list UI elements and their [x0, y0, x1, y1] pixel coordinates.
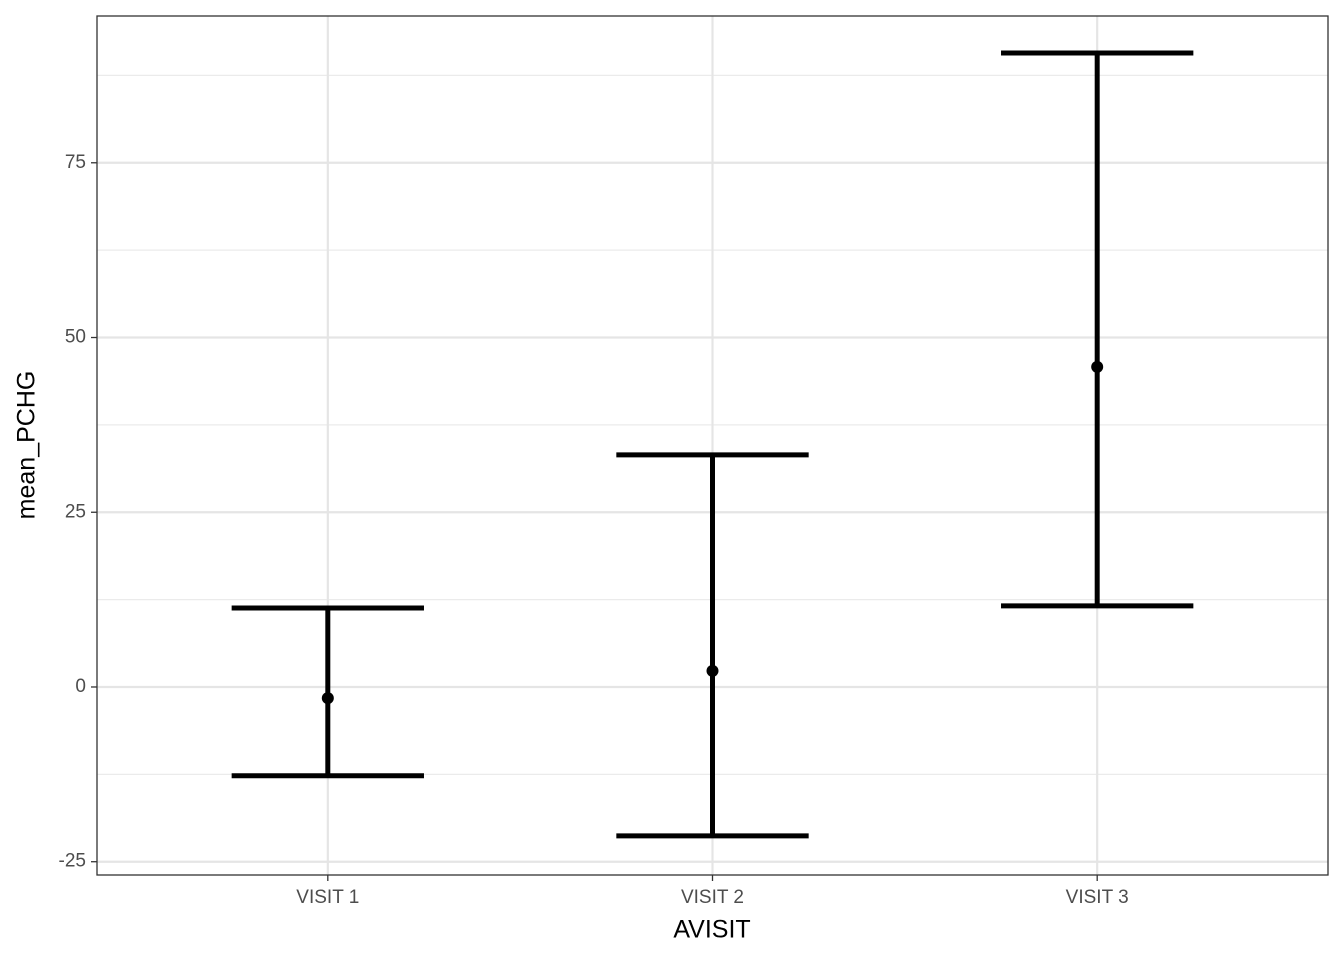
- mean-point: [1091, 360, 1104, 373]
- mean-point: [321, 692, 334, 705]
- mean-point: [706, 664, 719, 677]
- x-tick-label: VISIT 3: [1066, 887, 1129, 908]
- x-axis-title: AVISIT: [673, 916, 750, 944]
- y-tick-label: 50: [65, 327, 86, 348]
- y-axis-title: mean_PCHG: [13, 371, 41, 520]
- x-tick-label: VISIT 2: [681, 887, 744, 908]
- y-tick-label: 75: [65, 152, 86, 173]
- y-tick-label: 25: [65, 501, 86, 522]
- y-tick-label: 0: [75, 676, 86, 697]
- marks: [231, 50, 1194, 839]
- y-tick-label: -25: [59, 851, 86, 872]
- x-tick-label: VISIT 1: [296, 887, 359, 908]
